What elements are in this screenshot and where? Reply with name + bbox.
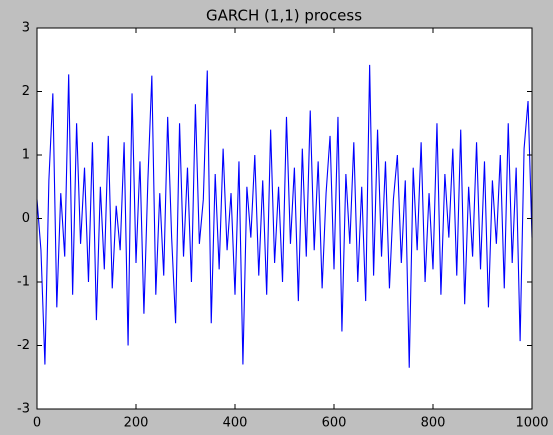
y-tick-label: -2 (17, 338, 30, 353)
y-tick-label: -1 (17, 275, 30, 290)
y-tick-label: -3 (17, 402, 30, 417)
y-tick-label: 2 (22, 84, 30, 99)
x-tick-label: 800 (421, 416, 446, 431)
x-tick-label: 200 (124, 416, 149, 431)
x-tick-label: 400 (223, 416, 248, 431)
x-tick-label: 0 (33, 416, 41, 431)
line (36, 64, 533, 368)
y-tick-label: 1 (22, 148, 30, 163)
y-tick-label: 0 (22, 211, 30, 226)
chart-title: GARCH (1,1) process (206, 7, 362, 25)
x-tick-label: 600 (322, 416, 347, 431)
y-tick-label: 3 (22, 21, 30, 36)
x-tick-label: 1000 (515, 416, 548, 431)
